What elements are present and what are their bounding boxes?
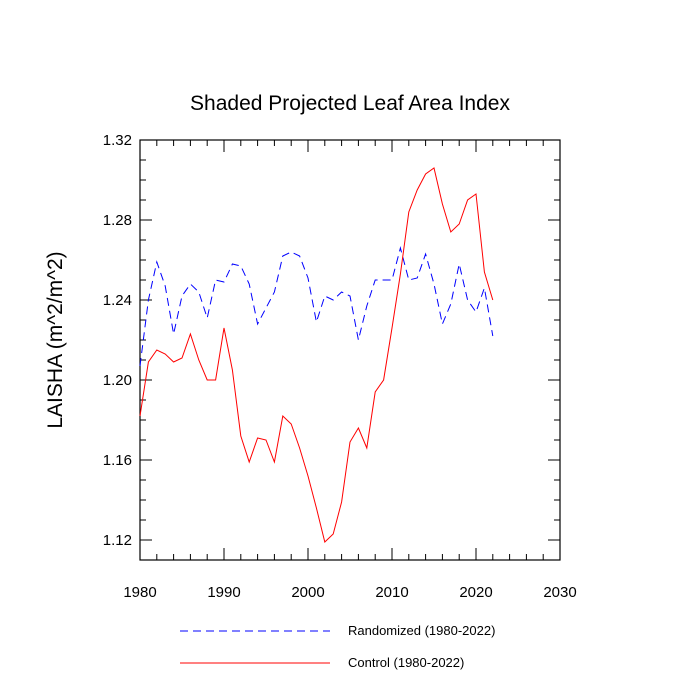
y-tick-label: 1.12 bbox=[103, 532, 132, 549]
x-tick-label: 1980 bbox=[123, 584, 156, 601]
y-tick-label: 1.20 bbox=[103, 372, 132, 389]
y-tick-label: 1.16 bbox=[103, 452, 132, 469]
legend-label: Randomized (1980-2022) bbox=[348, 623, 495, 638]
plot-area: 1980 1990 2000 2010 2020 2030 1.12 1.16 1.20 1.24… bbox=[103, 132, 577, 601]
y-tick-label: 1.28 bbox=[103, 212, 132, 229]
control-series-line bbox=[139, 167, 494, 543]
x-tick-label: 2020 bbox=[459, 584, 492, 601]
axis-ticks bbox=[139, 139, 561, 561]
x-tick-label: 2000 bbox=[291, 584, 324, 601]
legend-label: Control (1980-2022) bbox=[348, 655, 464, 670]
y-tick-label: 1.24 bbox=[103, 292, 132, 309]
chart-title: Shaded Projected Leaf Area Index bbox=[190, 92, 510, 115]
series-lines bbox=[139, 167, 494, 543]
y-tick-label: 1.32 bbox=[103, 132, 132, 149]
legend: Randomized (1980-2022) Control (1980-2022… bbox=[180, 623, 495, 670]
plot-frame bbox=[139, 139, 561, 561]
x-tick-label: 1990 bbox=[207, 584, 240, 601]
x-tick-label: 2010 bbox=[375, 584, 408, 601]
randomized-series-line bbox=[139, 246, 494, 367]
axis-tick-labels: 1980 1990 2000 2010 2020 2030 1.12 1.16 1.20 1.24… bbox=[103, 132, 577, 601]
y-axis-label: LAISHA (m^2/m^2) bbox=[44, 251, 67, 428]
x-tick-label: 2030 bbox=[543, 584, 576, 601]
